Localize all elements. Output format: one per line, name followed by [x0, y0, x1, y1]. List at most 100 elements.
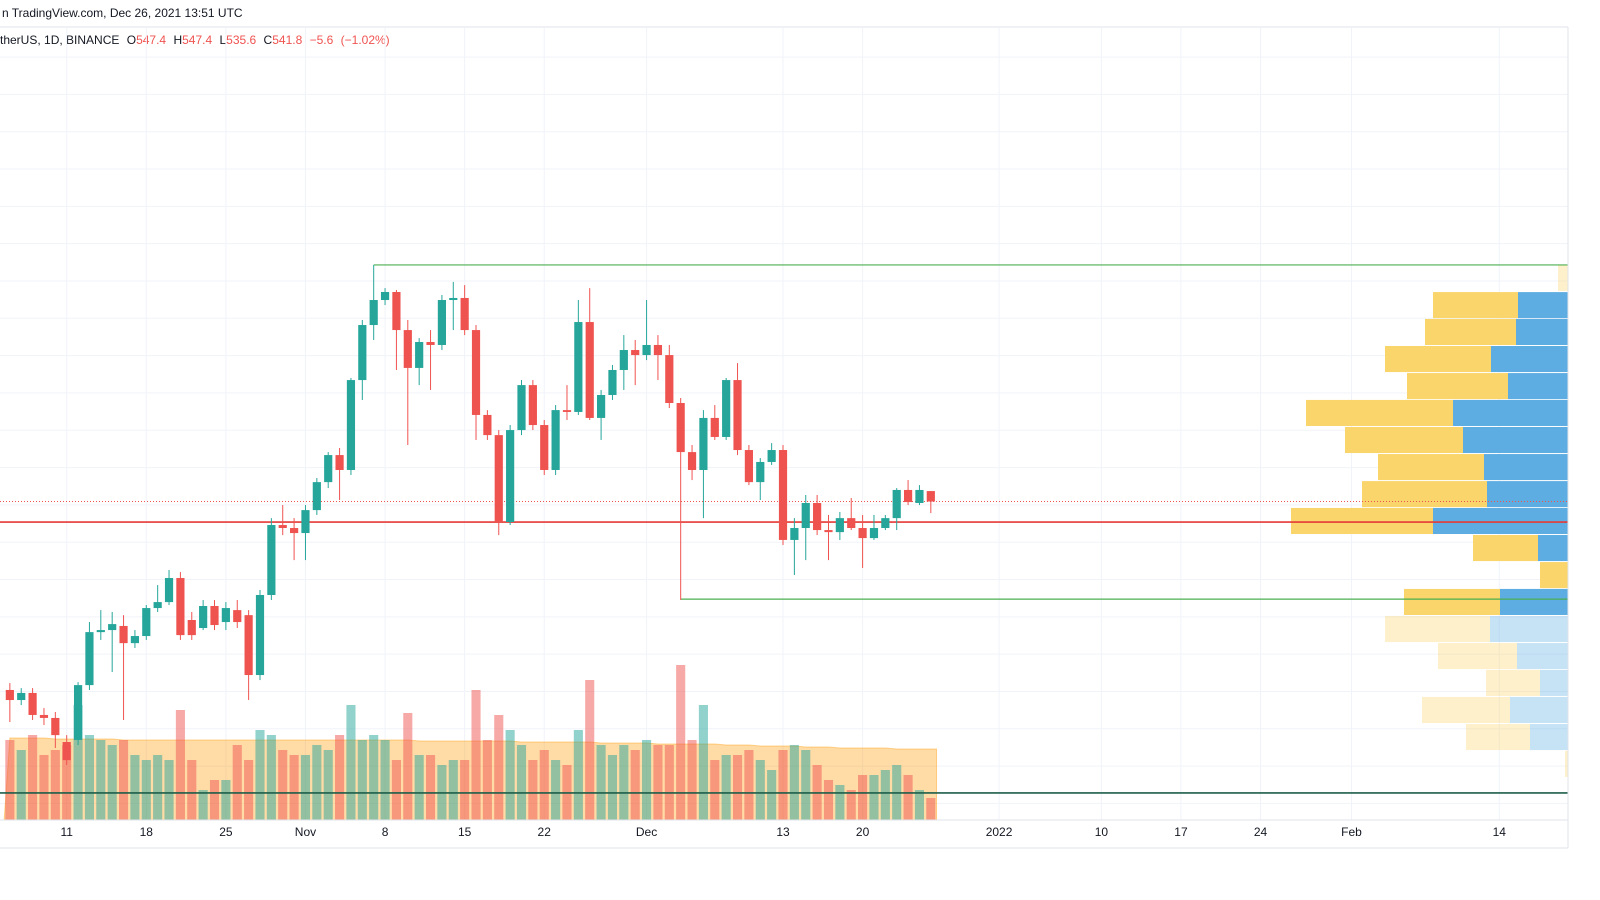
- open-value: 547.4: [136, 33, 166, 47]
- volume-bar: [744, 750, 754, 820]
- profile-down: [1540, 562, 1568, 589]
- volume-bar: [482, 740, 492, 820]
- candle-body: [926, 491, 935, 502]
- volume-bar: [84, 735, 94, 820]
- volume-bar: [664, 745, 674, 820]
- candle-body: [665, 355, 674, 404]
- x-tick-label: 2022: [986, 825, 1013, 839]
- profile-up: [1508, 373, 1568, 400]
- candle-body: [62, 742, 71, 761]
- close-value: 541.8: [272, 33, 302, 47]
- volume-bar: [858, 775, 868, 820]
- candle-body: [278, 525, 287, 529]
- candle-body: [28, 692, 37, 715]
- x-axis: 11 18 25 Nov 8 15 22 Dec 13 20 2022 10 17 24 Feb 14: [60, 825, 1506, 839]
- candle-body: [801, 503, 810, 529]
- candle-body: [608, 369, 617, 395]
- volume-bar: [62, 745, 72, 820]
- candle-body: [380, 292, 390, 301]
- x-tick-label: 13: [776, 825, 790, 839]
- profile-up: [1490, 615, 1568, 643]
- volume: [3, 665, 938, 821]
- candle-body: [551, 410, 560, 470]
- candle-body: [176, 578, 185, 636]
- candle-body: [346, 380, 356, 470]
- candle-body: [585, 322, 594, 418]
- change: −5.6: [310, 33, 334, 47]
- candle-body: [869, 528, 879, 539]
- profile-up: [1516, 318, 1568, 346]
- profile-down: [1345, 426, 1463, 454]
- profile-down: [1486, 669, 1540, 696]
- profile-up: [1433, 507, 1568, 535]
- candle-body: [562, 410, 572, 412]
- candle-body: [199, 606, 208, 629]
- candles: [5, 264, 935, 765]
- profile-up: [1484, 454, 1568, 481]
- volume-bar: [698, 705, 708, 820]
- candle-body: [130, 636, 140, 644]
- volume-bar: [528, 760, 538, 820]
- volume-bar: [266, 735, 276, 820]
- profile-down: [1558, 265, 1568, 292]
- volume-bar: [16, 750, 26, 820]
- candle-body: [733, 380, 742, 451]
- volume-bar: [494, 715, 504, 820]
- profile-up: [1500, 588, 1568, 615]
- profile-up: [1491, 346, 1568, 373]
- volume-bar: [335, 735, 345, 820]
- low-value: 535.6: [226, 33, 256, 47]
- volume-bar: [903, 775, 913, 820]
- volume-bar: [73, 705, 83, 820]
- candle-body: [85, 632, 94, 686]
- candle-body: [744, 450, 753, 483]
- profile-down: [1466, 724, 1530, 751]
- profile-down: [1407, 373, 1508, 400]
- candle-body: [437, 300, 447, 345]
- candle-body: [790, 528, 799, 540]
- volume-bar: [926, 798, 936, 820]
- candle-body: [892, 489, 901, 519]
- volume-bar: [107, 745, 117, 820]
- volume-bar: [425, 755, 436, 820]
- candle-body: [255, 594, 265, 676]
- volume-bar: [312, 745, 322, 820]
- x-tick-label: 15: [458, 825, 472, 839]
- profile-down: [1433, 292, 1518, 319]
- volume-bar: [346, 705, 356, 820]
- volume-bar: [642, 740, 652, 820]
- profile-down: [1385, 346, 1491, 373]
- volume-bar: [619, 745, 629, 820]
- candle-body: [335, 455, 344, 470]
- candle-body: [392, 292, 401, 331]
- profile-down: [1473, 535, 1538, 562]
- candle-body: [847, 518, 856, 529]
- volume-bar: [767, 770, 777, 820]
- candle-body: [39, 714, 49, 718]
- volume-bar: [39, 755, 49, 820]
- volume-bar: [391, 760, 401, 820]
- volume-bar: [403, 713, 413, 820]
- candle-body: [460, 297, 469, 331]
- candle-body: [51, 717, 60, 736]
- candle-body: [915, 489, 924, 504]
- candle-body: [824, 530, 833, 533]
- candle-body: [699, 417, 708, 470]
- volume-bar: [471, 690, 481, 820]
- profile-up: [1517, 643, 1568, 670]
- candle-body: [244, 615, 253, 676]
- candle-body: [403, 330, 412, 368]
- x-tick-label: 20: [856, 825, 870, 839]
- volume-bar: [323, 750, 333, 820]
- profile-down: [1425, 318, 1516, 346]
- x-tick-label: 18: [140, 825, 154, 839]
- profile-up: [1463, 426, 1568, 454]
- x-tick-label: 11: [60, 825, 73, 839]
- profile-down: [1306, 399, 1453, 426]
- candle-body: [267, 525, 276, 595]
- candle-body: [710, 417, 719, 437]
- candle-body: [653, 344, 663, 356]
- volume-bar: [244, 760, 254, 820]
- volume-bar: [300, 755, 311, 820]
- x-tick-label: 22: [538, 825, 552, 839]
